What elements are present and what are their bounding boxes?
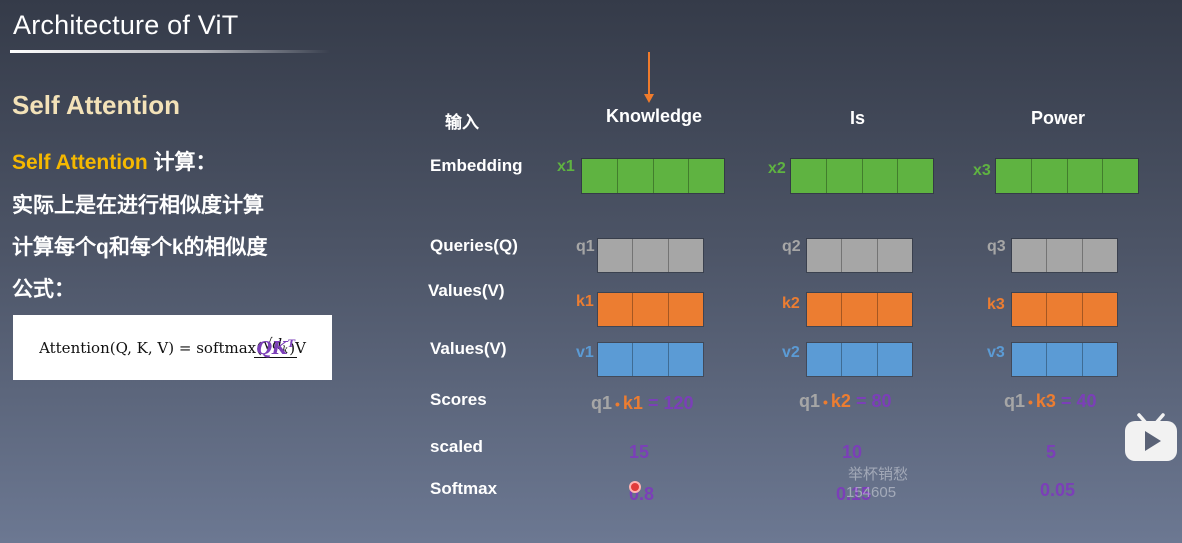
text-line-1: Self Attention 计算： (12, 146, 217, 176)
watermark-id: 154605 (846, 484, 897, 501)
row-label-embedding: Embedding (430, 156, 523, 175)
value-vector-v1 (597, 342, 704, 377)
text-line-4: 公式： (12, 278, 75, 301)
formula-numerator-sup: T (287, 339, 295, 350)
query-vector-q2 (806, 238, 913, 273)
key-vector-k2 (806, 292, 913, 327)
row-label-values: Values(V) (430, 339, 507, 358)
value-vector-v2 (806, 342, 913, 377)
bilibili-play-icon[interactable] (1124, 412, 1178, 462)
score-q-3: q1 (1004, 391, 1026, 411)
softmax-value-3: 0.05 (1040, 480, 1076, 500)
score-q-2: q1 (799, 391, 821, 411)
score-dot-1: • (615, 396, 620, 412)
score-dot-2: • (823, 394, 828, 410)
title-underline (10, 50, 330, 53)
softmax-value-2: 0.15 (836, 484, 872, 504)
attention-formula: Attention(Q, K, V) = softmax( QKT √dk )V (13, 315, 332, 380)
key-vector-k1 (597, 292, 704, 327)
value-label-v1: v1 (576, 344, 594, 361)
text-line-3: 计算每个q和每个k的相似度 (12, 236, 268, 259)
score-dot-3: • (1028, 394, 1033, 410)
query-label-q3: q3 (987, 238, 1006, 255)
score-value-2: = 80 (855, 391, 892, 411)
token-word-is: Is (850, 108, 866, 128)
formula-denominator-text: √d (263, 335, 283, 353)
value-label-v3: v3 (987, 344, 1005, 361)
embedding-vector-x3 (995, 158, 1139, 194)
key-label-k3: k3 (987, 296, 1005, 313)
row-label-scores: Scores (430, 390, 487, 409)
score-k-1: k1 (622, 393, 643, 413)
row-label-softmax: Softmax (430, 479, 498, 498)
pointer-arrow (648, 52, 650, 96)
score-q-1: q1 (591, 393, 613, 413)
formula-numerator-text: QK (256, 338, 288, 359)
formula-denominator: √dk (263, 336, 288, 359)
query-label-q2: q2 (782, 238, 801, 255)
row-label-scaled: scaled (430, 437, 483, 456)
value-label-v2: v2 (782, 344, 800, 361)
text-line-1-rest: 计算： (147, 151, 217, 174)
embedding-label-x1: x1 (557, 158, 575, 175)
section-heading: Self Attention (12, 90, 181, 120)
embedding-label-x2: x2 (768, 160, 786, 177)
score-expression-2: q1 • k2 = 80 (799, 391, 892, 412)
slide-title: Architecture of ViT (13, 10, 239, 40)
query-vector-q1 (597, 238, 704, 273)
embedding-vector-x2 (790, 158, 934, 194)
key-label-k2: k2 (782, 295, 800, 312)
query-vector-q3 (1011, 238, 1118, 273)
pointer-arrow-head (644, 94, 654, 103)
scaled-value-3: 5 (1046, 442, 1057, 462)
watermark-name: 举杯销愁 (848, 466, 909, 483)
formula-denominator-sub: k (282, 345, 289, 356)
formula-suffix: )V (289, 338, 306, 357)
formula-prefix: Attention(Q, K, V) = softmax( (39, 338, 262, 357)
score-value-1: = 120 (647, 393, 694, 413)
query-label-q1: q1 (576, 238, 595, 255)
row-label-keys: Values(V) (428, 281, 505, 300)
row-label-queries: Queries(Q) (430, 236, 518, 255)
token-word-power: Power (1031, 108, 1086, 128)
key-label-k1: k1 (576, 293, 594, 310)
value-vector-v3 (1011, 342, 1118, 377)
token-word-knowledge: Knowledge (606, 106, 703, 126)
cursor-dot (629, 481, 641, 493)
formula-numerator: QKT (254, 336, 297, 358)
embedding-vector-x1 (581, 158, 725, 194)
text-line-1-highlight: Self Attention (12, 151, 148, 174)
score-expression-1: q1 • k1 = 120 (591, 393, 694, 414)
embedding-label-x3: x3 (973, 162, 991, 179)
scaled-value-2: 10 (842, 442, 863, 462)
score-expression-3: q1 • k3 = 40 (1004, 391, 1097, 412)
score-k-3: k3 (1035, 391, 1056, 411)
text-line-2: 实际上是在进行相似度计算 (12, 194, 264, 217)
row-label-input: 输入 (445, 113, 479, 132)
scaled-value-1: 15 (629, 442, 650, 462)
formula-fraction: QKT √dk (254, 336, 297, 359)
score-k-2: k2 (830, 391, 851, 411)
score-value-3: = 40 (1060, 391, 1097, 411)
key-vector-k3 (1011, 292, 1118, 327)
